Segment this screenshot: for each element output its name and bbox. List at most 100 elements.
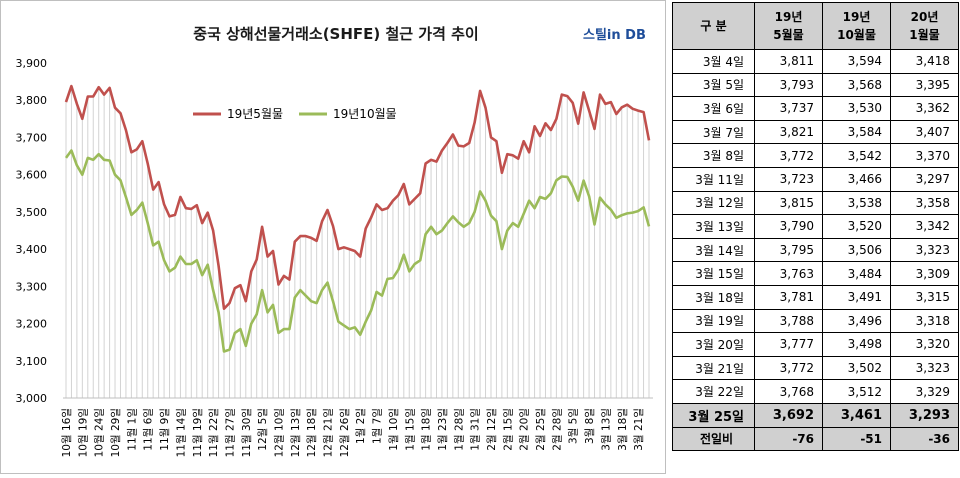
table-value-cell: 3,418 <box>890 49 959 74</box>
table-row: 3월 18일 3,781 3,491 3,315 <box>672 284 959 310</box>
legend-label-series-10: 19년10월물 <box>333 107 397 121</box>
table-value-cell: 3,329 <box>890 379 959 404</box>
series-line-may <box>64 84 651 311</box>
table-date-cell: 3월 22일 <box>672 379 755 404</box>
table-date-cell: 3월 4일 <box>672 49 755 74</box>
x-tick-label: 3월 5일 <box>567 408 580 444</box>
table-date-cell: 3월 12일 <box>672 190 755 216</box>
table-date-cell: 3월 11일 <box>672 166 755 192</box>
x-tick-label: 1월 31일 <box>469 408 482 451</box>
table-row: 3월 12일 3,815 3,538 3,358 <box>672 190 959 216</box>
drop-lines <box>65 86 650 398</box>
x-tick-label: 12월 5일 <box>256 408 269 451</box>
x-tick-label: 2월 25일 <box>534 408 547 451</box>
table-row: 3월 8일 3,772 3,542 3,370 <box>672 143 959 168</box>
table-value-cell: 3,723 <box>754 166 823 192</box>
x-tick-label: 11월 9일 <box>158 408 171 451</box>
table-date-cell: 3월 21일 <box>672 355 755 381</box>
x-tick-label: 2월 15일 <box>501 408 514 451</box>
table-row: 3월 15일 3,763 3,484 3,309 <box>672 261 959 286</box>
table-value-cell: 3,502 <box>822 355 891 381</box>
y-axis: 3,000 3,100 3,200 3,300 3,400 3,500 3,600 3,700… <box>16 57 48 405</box>
x-tick-label: 12월 26일 <box>338 408 351 457</box>
table-value-cell: 3,772 <box>754 355 823 381</box>
table-date-cell: 3월 19일 <box>672 308 755 334</box>
table-date-cell: 3월 15일 <box>672 261 755 286</box>
x-tick-label: 11월 27일 <box>223 408 236 457</box>
logo: 스틸in DB <box>583 28 646 43</box>
table-date-cell: 3월 13일 <box>672 214 755 239</box>
table-date-cell: 3월 8일 <box>672 143 755 168</box>
header-oct-contract: 19년 10월물 <box>822 2 891 50</box>
price-table: 구 분 19년 5월물 19년 10월물 20년 1월물 3월 4일 3,811 3,59… <box>672 2 959 452</box>
table-value-cell: 3,496 <box>822 308 891 334</box>
y-tick-label: 3,500 <box>16 206 48 219</box>
table-value-cell: 3,318 <box>890 308 959 334</box>
table-value-cell: 3,594 <box>822 49 891 74</box>
x-tick-label: 12월 10일 <box>272 408 285 457</box>
x-tick-label: 1월 15일 <box>403 408 416 451</box>
table-row-change: 전일비 -76 -51 -36 <box>672 426 959 452</box>
table-row: 3월 22일 3,768 3,512 3,329 <box>672 379 959 404</box>
x-tick-label: 11월 6일 <box>142 408 155 451</box>
table-date-cell: 전일비 <box>672 426 755 452</box>
table-value-cell: 3,542 <box>822 143 891 168</box>
table-row-latest: 3월 25일 3,692 3,461 3,293 <box>672 402 959 428</box>
table-row: 3월 13일 3,790 3,520 3,342 <box>672 214 959 239</box>
table-row: 3월 14일 3,795 3,506 3,323 <box>672 237 959 263</box>
table-value-cell: 3,315 <box>890 284 959 310</box>
table-value-cell: 3,358 <box>890 190 959 216</box>
x-tick-label: 11월 14일 <box>174 408 187 457</box>
table-value-cell: 3,466 <box>822 166 891 192</box>
table-value-cell: 3,520 <box>822 214 891 239</box>
y-tick-label: 3,200 <box>16 318 48 331</box>
x-tick-label: 10월 16일 <box>60 408 73 457</box>
x-tick-label: 1월 18일 <box>420 408 433 451</box>
table-value-cell: 3,795 <box>754 237 823 263</box>
x-tick-label: 1월 10일 <box>387 408 400 451</box>
chart-title: 중국 상해선물거래소(SHFE) 철근 가격 추이 <box>193 25 478 43</box>
table-value-cell: 3,293 <box>890 402 959 428</box>
table-value-cell: 3,568 <box>822 72 891 98</box>
x-tick-label: 11월 19일 <box>191 408 204 457</box>
table-value-cell: -76 <box>754 426 823 452</box>
x-tick-label: 12월 21일 <box>322 408 335 457</box>
table-value-cell: 3,530 <box>822 96 891 121</box>
x-tick-label: 3월 21일 <box>632 408 645 451</box>
y-tick-label: 3,600 <box>16 169 48 182</box>
table-value-cell: 3,320 <box>890 332 959 357</box>
table-value-cell: 3,763 <box>754 261 823 286</box>
x-tick-label: 3월 13일 <box>599 408 612 451</box>
table-value-cell: -36 <box>890 426 959 452</box>
x-tick-label: 1월 28일 <box>452 408 465 451</box>
table-row: 3월 21일 3,772 3,502 3,323 <box>672 355 959 381</box>
y-tick-label: 3,800 <box>16 94 48 107</box>
y-tick-label: 3,700 <box>16 131 48 144</box>
header-may-contract: 19년 5월물 <box>754 2 823 50</box>
table-row: 3월 5일 3,793 3,568 3,395 <box>672 72 959 98</box>
table-date-cell: 3월 25일 <box>672 402 755 428</box>
table-value-cell: 3,811 <box>754 49 823 74</box>
line-chart: 중국 상해선물거래소(SHFE) 철근 가격 추이 스틸in DB 3,000 3… <box>16 25 653 457</box>
y-tick-label: 3,900 <box>16 57 48 70</box>
table-value-cell: 3,777 <box>754 332 823 357</box>
table-value-cell: 3,491 <box>822 284 891 310</box>
table-date-cell: 3월 18일 <box>672 284 755 310</box>
x-tick-label: 12월 18일 <box>305 408 318 457</box>
x-tick-label: 11월 22일 <box>207 408 220 457</box>
legend-label-series-5: 19년5월물 <box>227 107 283 121</box>
x-tick-label: 3월 18일 <box>616 408 629 451</box>
table-value-cell: 3,790 <box>754 214 823 239</box>
x-tick-label: 1월 2일 <box>354 408 367 444</box>
table-value-cell: 3,484 <box>822 261 891 286</box>
table-row: 3월 19일 3,788 3,496 3,318 <box>672 308 959 334</box>
table-row: 3월 20일 3,777 3,498 3,320 <box>672 332 959 357</box>
table-value-cell: 3,362 <box>890 96 959 121</box>
table-value-cell: 3,793 <box>754 72 823 98</box>
x-tick-label: 2월 12일 <box>485 408 498 451</box>
y-tick-label: 3,000 <box>16 392 48 405</box>
x-tick-label: 2월 20일 <box>518 408 531 451</box>
x-axis: 10월 16일 10월 19일 10월 24일 10월 29일 11월 1일 11월 6일… <box>60 408 645 457</box>
table-value-cell: 3,297 <box>890 166 959 192</box>
price-table-panel: 구 분 19년 5월물 19년 10월물 20년 1월물 3월 4일 3,811 3,59… <box>672 2 959 474</box>
